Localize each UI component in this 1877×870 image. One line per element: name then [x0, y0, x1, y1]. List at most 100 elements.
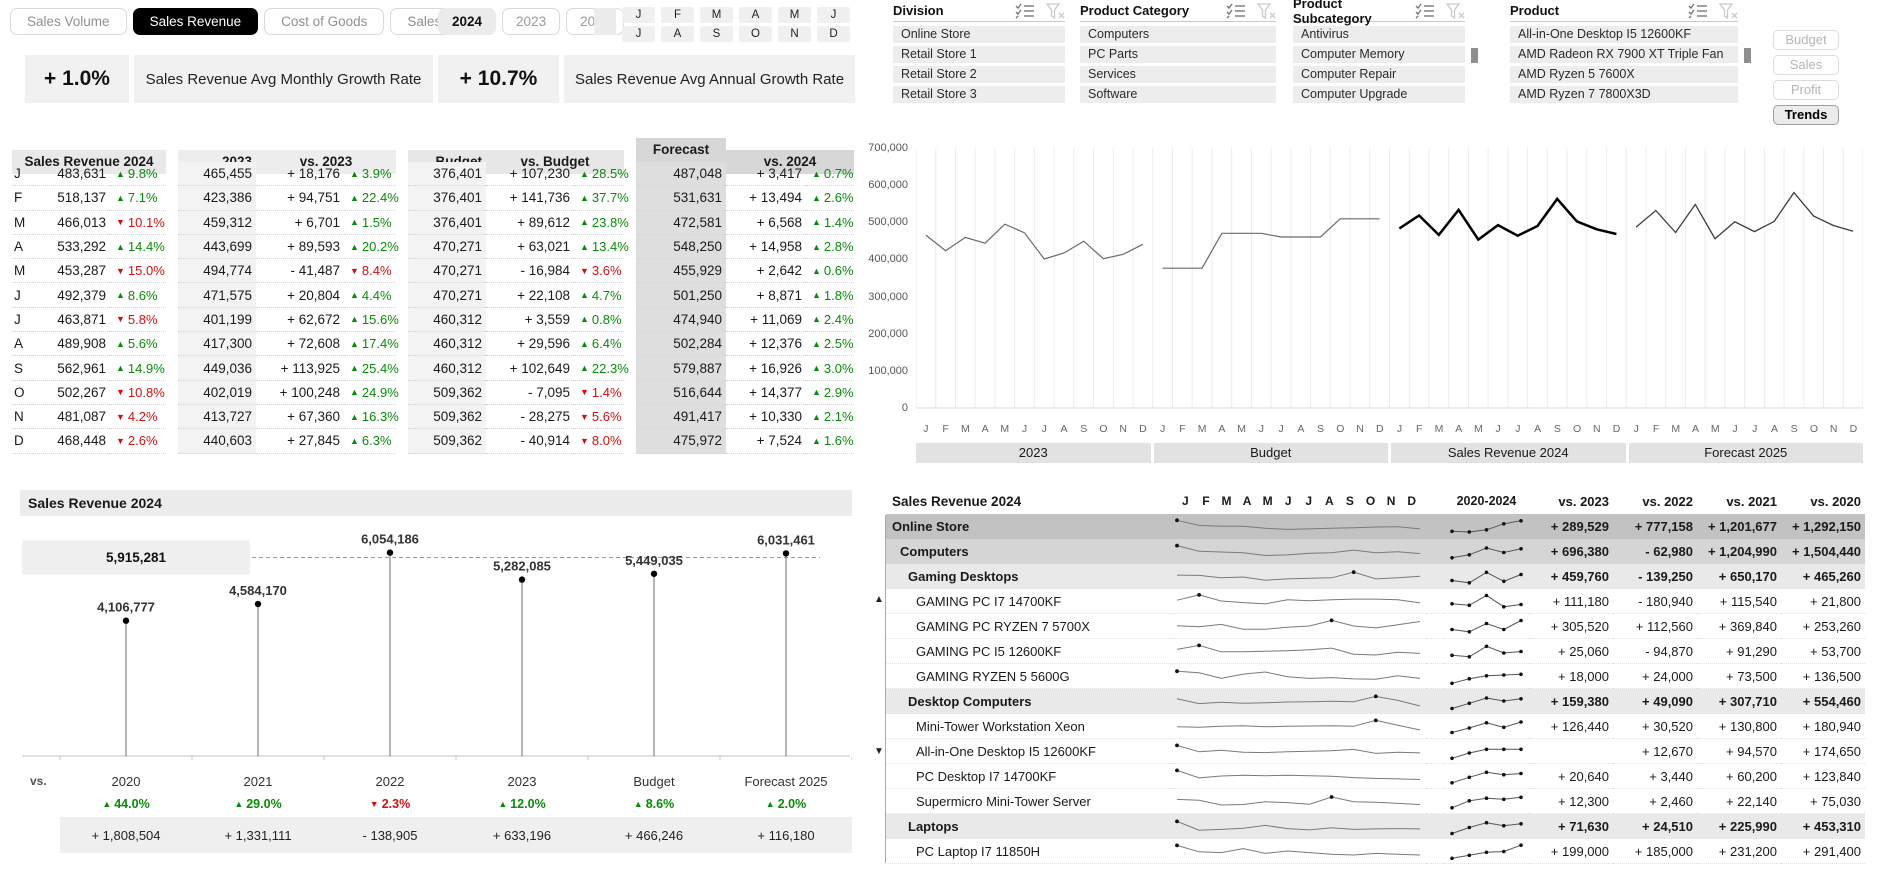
- profit-button[interactable]: Profit: [1773, 80, 1839, 100]
- svg-text:4,106,777: 4,106,777: [97, 600, 155, 615]
- scrollbar-track[interactable]: [885, 515, 886, 863]
- slicer-item[interactable]: AMD Ryzen 7 7800X3D: [1510, 86, 1738, 103]
- row-name[interactable]: Supermicro Mini-Tower Server: [886, 789, 1171, 814]
- delta-vs-budget: + 141,736: [486, 186, 574, 211]
- month-cell: N: [12, 405, 32, 430]
- x-axis-month-label: J: [1396, 423, 1403, 435]
- year-2023-button[interactable]: 2023: [502, 8, 561, 35]
- sales-button[interactable]: Sales: [1773, 55, 1839, 75]
- view-cost-of-goods-button[interactable]: Cost of Goods: [264, 8, 385, 35]
- down-arrow-icon: ▼: [350, 265, 359, 276]
- x-axis-month-label: M: [1000, 423, 1010, 435]
- pct-text: 1.6%: [823, 433, 854, 449]
- slicer-scrollbar-thumb[interactable]: [1744, 48, 1751, 63]
- delta-vs-2023: + 113,925: [256, 356, 344, 381]
- view-sales-revenue-button[interactable]: Sales Revenue: [132, 8, 259, 35]
- slicer-item[interactable]: Software: [1080, 86, 1276, 103]
- multiselect-icon[interactable]: [1015, 3, 1035, 19]
- clear-filter-icon[interactable]: [1445, 2, 1465, 19]
- month-button-n[interactable]: N: [778, 26, 811, 42]
- x-axis-month-label: D: [1375, 423, 1384, 435]
- slicer-item[interactable]: AMD Radeon RX 7900 XT Triple Fan: [1510, 46, 1738, 63]
- pct-vs-2024: ▲ 0.6%: [806, 259, 854, 284]
- sparkline-12m: [1171, 564, 1426, 589]
- year-2024-button[interactable]: 2024: [438, 8, 497, 35]
- month-button-j[interactable]: J: [622, 26, 655, 42]
- trend-chart-plot: [915, 140, 1864, 421]
- pct-vs-2024: ▲ 1.4%: [806, 211, 854, 235]
- row-name[interactable]: PC Desktop I7 14700KF: [886, 764, 1171, 789]
- row-name[interactable]: GAMING PC RYZEN 7 5700X: [886, 614, 1171, 639]
- slicer-item[interactable]: Services: [1080, 66, 1276, 83]
- month-button-a[interactable]: A: [661, 26, 694, 42]
- gap: [396, 308, 408, 332]
- vs-value-2023: + 71,630: [1558, 819, 1609, 834]
- clear-filter-icon[interactable]: [1256, 2, 1276, 19]
- month-button-m[interactable]: M: [700, 7, 733, 23]
- slicer-item[interactable]: Retail Store 1: [893, 46, 1065, 63]
- delta-vs-2023: + 89,593: [256, 235, 344, 260]
- sparkline-2020-2024: [1444, 614, 1529, 639]
- slicer-item[interactable]: PC Parts: [1080, 46, 1276, 63]
- sales-2024-pct: ▲ 5.6%: [110, 332, 166, 357]
- vs-value-2021: + 1,201,677: [1707, 519, 1777, 534]
- month-button-d[interactable]: D: [817, 26, 850, 42]
- vs-value-2023: + 459,760: [1550, 569, 1609, 584]
- month-button-j[interactable]: J: [622, 7, 655, 23]
- slicer-item[interactable]: Antivirus: [1293, 26, 1465, 43]
- clear-filter-icon[interactable]: [1718, 2, 1738, 19]
- month-button-f[interactable]: F: [661, 7, 694, 23]
- month-button-a[interactable]: A: [739, 7, 772, 23]
- row-name[interactable]: Gaming Desktops: [908, 569, 1019, 584]
- slicer-title: Product Category: [1080, 3, 1190, 18]
- budget-button[interactable]: Budget: [1773, 30, 1839, 50]
- slicer-item[interactable]: Retail Store 3: [893, 86, 1065, 103]
- row-name[interactable]: All-in-One Desktop I5 12600KF: [886, 739, 1171, 764]
- month-button-m[interactable]: M: [778, 7, 811, 23]
- multiselect-icon[interactable]: [1688, 3, 1708, 19]
- pct-text: 5.6%: [127, 336, 158, 352]
- pct-text: 2.6%: [127, 433, 158, 449]
- row-name[interactable]: GAMING RYZEN 5 5600G: [886, 664, 1171, 689]
- slicer-item[interactable]: Computer Upgrade: [1293, 86, 1465, 103]
- month-button-o[interactable]: O: [739, 26, 772, 42]
- month-cell: F: [12, 186, 32, 211]
- sales-2024-value: 518,137: [32, 186, 110, 211]
- month-button-s[interactable]: S: [700, 26, 733, 42]
- x-axis-month-label: J: [923, 423, 929, 435]
- up-arrow-icon: ▲: [580, 168, 589, 179]
- table-row: PC Laptop I7 11850H + 199,000 + 185,000 + 2…: [886, 839, 1865, 864]
- slicer-item[interactable]: Computer Memory: [1293, 46, 1465, 63]
- slicer-item[interactable]: Online Store: [893, 26, 1065, 43]
- row-name[interactable]: Online Store: [892, 519, 970, 534]
- slicer-item[interactable]: Retail Store 2: [893, 66, 1065, 83]
- view-sales-volume-button[interactable]: Sales Volume: [10, 8, 127, 35]
- y-axis-label: 700,000: [868, 142, 908, 154]
- trends-button[interactable]: Trends: [1773, 105, 1839, 125]
- row-name[interactable]: Desktop Computers: [908, 694, 1032, 709]
- trend-chart: 700,000 600,000 500,000 400,000 300,000 200,0…: [858, 140, 1864, 463]
- row-name[interactable]: GAMING PC I7 14700KF: [886, 589, 1171, 614]
- slicer-item[interactable]: AMD Ryzen 5 7600X: [1510, 66, 1738, 83]
- row-name[interactable]: GAMING PC I5 12600KF: [886, 639, 1171, 664]
- year-pager-tile[interactable]: [594, 8, 616, 35]
- scroll-down-icon[interactable]: ▼: [874, 746, 884, 757]
- scroll-up-icon[interactable]: ▲: [874, 594, 884, 605]
- row-name[interactable]: Laptops: [908, 819, 959, 834]
- row-name[interactable]: Mini-Tower Workstation Xeon: [886, 714, 1171, 739]
- measure-switcher: Budget Sales Profit Trends: [1773, 30, 1839, 130]
- multiselect-icon[interactable]: [1226, 3, 1246, 19]
- pct-text: 2.5%: [823, 336, 854, 352]
- row-name[interactable]: Computers: [900, 544, 969, 559]
- slicer-item[interactable]: Computer Repair: [1293, 66, 1465, 83]
- month-button-j[interactable]: J: [817, 7, 850, 23]
- gap: [1426, 789, 1444, 814]
- delta-vs-2023: + 62,672: [256, 308, 344, 333]
- slicer-item[interactable]: All-in-One Desktop I5 12600KF: [1510, 26, 1738, 43]
- slicer-scrollbar-thumb[interactable]: [1471, 48, 1478, 63]
- slicer-item[interactable]: Computers: [1080, 26, 1276, 43]
- clear-filter-icon[interactable]: [1045, 2, 1065, 19]
- multiselect-icon[interactable]: [1415, 3, 1435, 19]
- row-name[interactable]: PC Laptop I7 11850H: [886, 839, 1171, 864]
